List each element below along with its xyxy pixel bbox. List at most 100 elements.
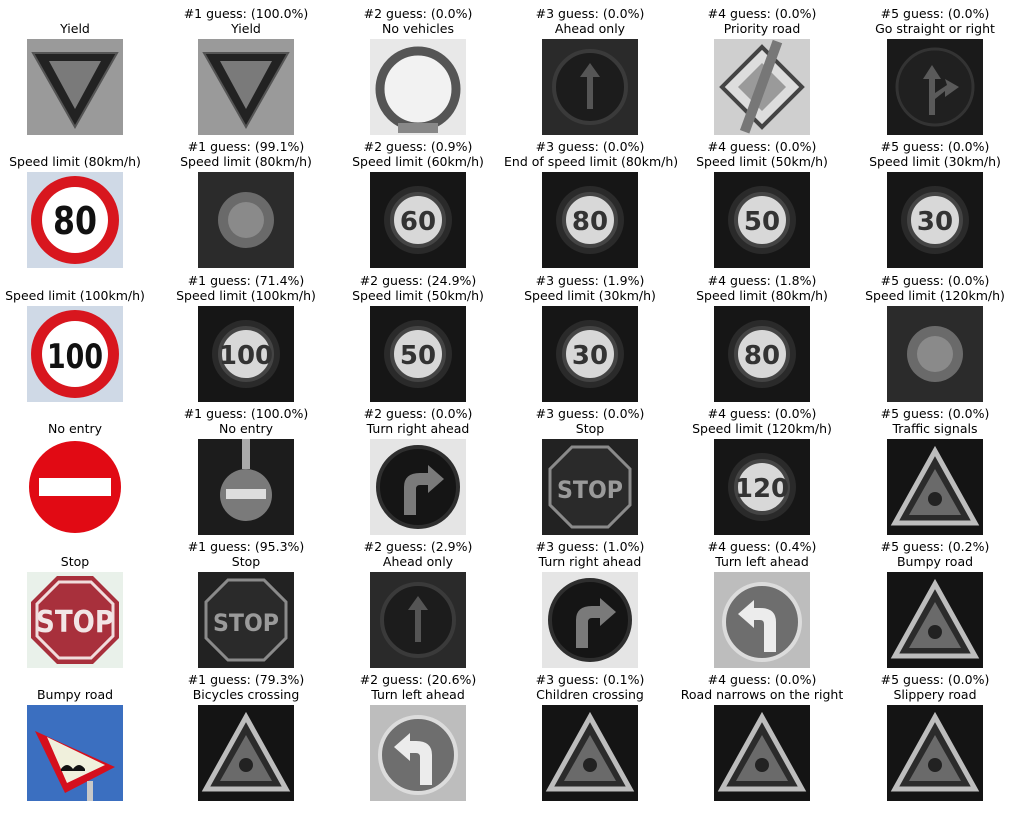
guess-cell: #3 guess: (0.0%) End of speed limit (80km… [504, 139, 678, 169]
guess-cell: #5 guess: (0.0%) Slippery road [849, 672, 1009, 702]
guess-cell: #2 guess: (0.0%) Turn right ahead [332, 406, 504, 436]
guess-header: #4 guess: (1.8%) [707, 273, 817, 288]
guess-header: #1 guess: (100.0%) [183, 406, 309, 421]
guess-sign-image: STOP [542, 439, 638, 535]
guess-label: Bumpy road [896, 554, 974, 569]
guess-label: Turn left ahead [371, 687, 465, 702]
guess-cell: #4 guess: (0.0%) Priority road [676, 6, 848, 36]
input-sign-image: STOP [27, 572, 123, 668]
guess-label: Priority road [723, 21, 801, 36]
guess-label: Speed limit (80km/h) [180, 154, 312, 169]
guess-header: #1 guess: (71.4%) [187, 273, 305, 288]
guess-header: #5 guess: (0.0%) [880, 273, 990, 288]
input-sign-image: 80 [27, 172, 123, 268]
guess-header: #1 guess: (99.1%) [187, 139, 305, 154]
guess-label: Go straight or right [875, 21, 995, 36]
guess-header: #2 guess: (0.9%) [363, 139, 473, 154]
guess-cell: #3 guess: (1.0%) Turn right ahead [504, 539, 676, 569]
guess-cell: #1 guess: (79.3%) Bicycles crossing [160, 672, 332, 702]
svg-text:120: 120 [735, 474, 789, 504]
guess-header: #3 guess: (0.0%) [535, 406, 645, 421]
guess-sign-image: 50 [714, 172, 810, 268]
guess-label: Children crossing [536, 687, 644, 702]
svg-text:50: 50 [744, 207, 780, 237]
guess-header: #4 guess: (0.0%) [707, 406, 817, 421]
guess-header: #3 guess: (1.9%) [535, 273, 645, 288]
guess-cell: #1 guess: (100.0%) Yield [160, 6, 332, 36]
guess-sign-image [198, 39, 294, 135]
svg-text:STOP: STOP [36, 605, 114, 640]
guess-sign-image [887, 439, 983, 535]
guess-sign-image [370, 439, 466, 535]
guess-sign-image: 80 [542, 172, 638, 268]
guess-cell: #3 guess: (0.0%) Stop [504, 406, 676, 436]
guess-cell: #4 guess: (0.0%) Speed limit (120km/h) [676, 406, 848, 436]
spacer [0, 6, 161, 21]
svg-text:80: 80 [53, 199, 97, 243]
input-sign-image [27, 439, 123, 535]
guess-label: Road narrows on the right [680, 687, 844, 702]
spacer [0, 406, 161, 421]
guess-sign-image [198, 172, 294, 268]
guess-sign-image: 30 [542, 306, 638, 402]
guess-sign-image [887, 705, 983, 801]
guess-sign-image [887, 306, 983, 402]
guess-sign-image [370, 572, 466, 668]
input-image-cell: Stop [0, 539, 161, 569]
guess-cell: #1 guess: (100.0%) No entry [160, 406, 332, 436]
guess-cell: #2 guess: (20.6%) Turn left ahead [332, 672, 504, 702]
guess-header: #5 guess: (0.0%) [880, 139, 990, 154]
spacer [0, 139, 161, 154]
svg-text:30: 30 [917, 207, 953, 237]
svg-text:STOP: STOP [213, 609, 279, 637]
guess-cell: #2 guess: (0.9%) Speed limit (60km/h) [332, 139, 504, 169]
guess-label: No vehicles [381, 21, 454, 36]
input-label: Yield [60, 21, 90, 36]
guess-header: #2 guess: (24.9%) [359, 273, 477, 288]
guess-label: Turn right ahead [366, 421, 470, 436]
guess-cell: #5 guess: (0.0%) Speed limit (120km/h) [849, 273, 1009, 303]
guess-label: Ahead only [554, 21, 626, 36]
guess-label: Speed limit (100km/h) [176, 288, 316, 303]
guess-cell: #2 guess: (24.9%) Speed limit (50km/h) [332, 273, 504, 303]
svg-text:STOP: STOP [557, 476, 623, 504]
guess-header: #2 guess: (0.0%) [363, 6, 473, 21]
input-image-cell: Yield [0, 6, 161, 36]
guess-cell: #1 guess: (71.4%) Speed limit (100km/h) [160, 273, 332, 303]
guess-label: Ahead only [382, 554, 454, 569]
guess-cell: #4 guess: (0.0%) Speed limit (50km/h) [676, 139, 848, 169]
guess-sign-image: 100 [198, 306, 294, 402]
svg-text:80: 80 [744, 341, 780, 371]
input-image-cell: Speed limit (80km/h) [0, 139, 161, 169]
guess-sign-image: 120 [714, 439, 810, 535]
input-image-cell: Bumpy road [0, 672, 161, 702]
guess-label: Speed limit (60km/h) [352, 154, 484, 169]
guess-cell: #3 guess: (1.9%) Speed limit (30km/h) [504, 273, 676, 303]
guess-sign-image [714, 705, 810, 801]
guess-label: Bicycles crossing [192, 687, 300, 702]
guess-header: #2 guess: (0.0%) [363, 406, 473, 421]
guess-label: Speed limit (50km/h) [352, 288, 484, 303]
guess-label: Stop [575, 421, 605, 436]
input-sign-image [27, 39, 123, 135]
guess-header: #1 guess: (79.3%) [187, 672, 305, 687]
guess-cell: #3 guess: (0.0%) Ahead only [504, 6, 676, 36]
guess-sign-image [198, 705, 294, 801]
guess-header: #2 guess: (2.9%) [363, 539, 473, 554]
guess-header: #5 guess: (0.0%) [880, 672, 990, 687]
guess-sign-image: STOP [198, 572, 294, 668]
svg-text:80: 80 [572, 207, 608, 237]
guess-sign-image [714, 39, 810, 135]
svg-text:30: 30 [572, 341, 608, 371]
guess-header: #2 guess: (20.6%) [359, 672, 477, 687]
guess-sign-image: 80 [714, 306, 810, 402]
guess-cell: #4 guess: (0.0%) Road narrows on the righ… [676, 672, 848, 702]
guess-sign-image [887, 572, 983, 668]
guess-header: #5 guess: (0.2%) [880, 539, 990, 554]
guess-header: #4 guess: (0.0%) [707, 6, 817, 21]
input-label: Speed limit (80km/h) [9, 154, 141, 169]
spacer [0, 539, 161, 554]
guess-header: #4 guess: (0.4%) [707, 539, 817, 554]
input-sign-image [27, 705, 123, 801]
guess-cell: #5 guess: (0.0%) Traffic signals [849, 406, 1009, 436]
